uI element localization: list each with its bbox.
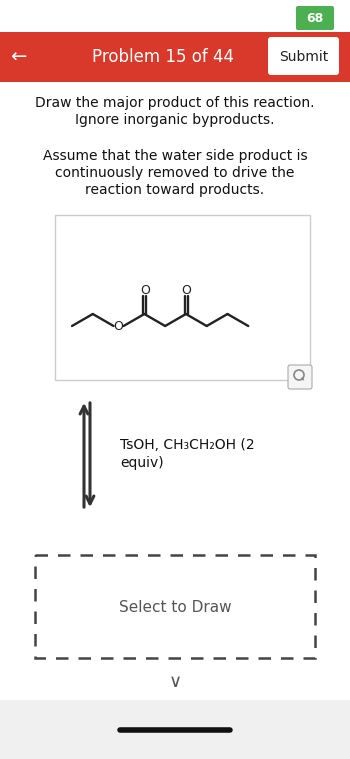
Text: reaction toward products.: reaction toward products.: [85, 183, 265, 197]
Text: continuously removed to drive the: continuously removed to drive the: [55, 166, 295, 180]
Bar: [35, 555, 315, 658]
Text: TsOH, CH₃CH₂OH (2: TsOH, CH₃CH₂OH (2: [120, 438, 255, 452]
FancyBboxPatch shape: [268, 37, 339, 75]
Text: O: O: [182, 284, 191, 297]
Text: Select to Draw: Select to Draw: [119, 600, 231, 615]
Text: O: O: [140, 284, 150, 297]
Text: Draw the major product of this reaction.: Draw the major product of this reaction.: [35, 96, 315, 110]
Text: O: O: [114, 320, 124, 332]
Text: ∨: ∨: [168, 673, 182, 691]
Bar: [55, 215, 310, 380]
Text: Ignore inorganic byproducts.: Ignore inorganic byproducts.: [75, 113, 275, 127]
FancyBboxPatch shape: [296, 6, 334, 30]
FancyBboxPatch shape: [288, 365, 312, 389]
Text: Assume that the water side product is: Assume that the water side product is: [43, 149, 307, 163]
Bar: [0, 32, 350, 82]
Text: ←: ←: [10, 48, 26, 67]
Text: Submit: Submit: [279, 50, 329, 64]
Bar: [0, 700, 350, 759]
Text: 68: 68: [306, 11, 324, 24]
Text: Problem 15 of 44: Problem 15 of 44: [92, 48, 234, 66]
Text: equiv): equiv): [120, 456, 164, 470]
